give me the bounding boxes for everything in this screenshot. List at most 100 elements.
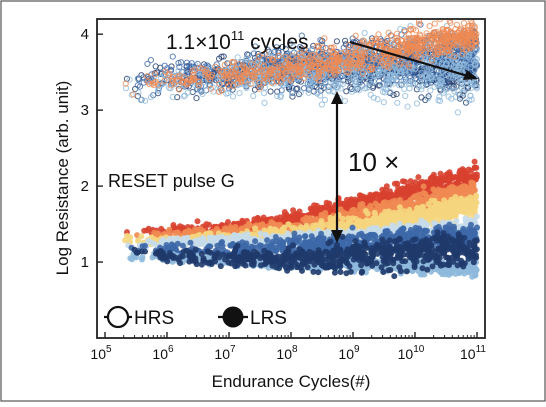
lrs-point (444, 170, 451, 177)
hrs-point (271, 48, 278, 56)
lrs-point (314, 206, 321, 213)
lrs-point (228, 226, 235, 233)
lrs-point (300, 216, 307, 223)
lrs-point (317, 221, 324, 228)
hrs-point (402, 74, 409, 81)
hrs-point (267, 88, 274, 95)
lrs-point (339, 215, 346, 222)
lrs-point (391, 180, 398, 187)
lrs-point (461, 183, 468, 190)
lrs-point (379, 212, 385, 219)
lrs-point (338, 200, 345, 207)
lrs-point (372, 217, 379, 224)
hrs-point (393, 91, 400, 98)
hrs-point (135, 89, 142, 96)
lrs-point (349, 215, 356, 222)
hrs-point (252, 43, 259, 50)
hrs-point (136, 83, 144, 90)
lrs-point (377, 203, 384, 210)
hrs-point (243, 56, 250, 64)
lrs-point (436, 201, 443, 208)
lrs-point (246, 222, 253, 228)
lrs-point (388, 214, 395, 221)
hrs-point (288, 89, 295, 96)
lrs-point (451, 185, 458, 192)
hrs-point (454, 109, 461, 116)
lrs-point (420, 189, 427, 196)
lrs-point (471, 164, 478, 171)
lrs-point (251, 216, 258, 223)
hrs-point (245, 51, 252, 59)
lrs-point (431, 214, 438, 221)
lrs-point (396, 190, 403, 197)
hrs-point (268, 50, 275, 57)
lrs-point (293, 211, 300, 218)
lrs-point (406, 206, 413, 213)
hrs-point (183, 59, 190, 66)
hrs-point (144, 60, 151, 68)
lrs-point (194, 218, 201, 225)
hrs-point (431, 20, 438, 27)
lrs-point (289, 224, 296, 231)
hrs-point (298, 32, 305, 39)
lrs-point (468, 183, 475, 190)
hrs-point (175, 59, 182, 67)
hrs-point (250, 92, 257, 100)
hrs-point (261, 99, 268, 107)
hrs-point (341, 97, 348, 104)
lrs-point (268, 219, 275, 225)
lrs-point (440, 175, 447, 182)
lrs-point (375, 193, 382, 200)
hrs-point (318, 48, 326, 55)
lrs-point (420, 183, 427, 190)
hrs-point (317, 37, 324, 44)
hrs-point (361, 29, 368, 37)
lrs-point (435, 189, 442, 196)
lrs-point (385, 192, 392, 199)
hrs-point (184, 89, 191, 96)
lrs-point (472, 203, 479, 210)
hrs-point (229, 86, 236, 93)
lrs-point (290, 216, 297, 223)
lrs-point (452, 194, 459, 200)
lrs-point (407, 201, 414, 208)
hrs-point (451, 87, 458, 95)
lrs-point (358, 212, 364, 219)
hrs-point (367, 91, 374, 98)
hrs-point (220, 53, 227, 60)
lrs-point (398, 212, 405, 219)
hrs-point (401, 85, 408, 93)
hrs-point (318, 101, 325, 108)
hrs-point (243, 84, 250, 92)
hrs-point (426, 23, 433, 30)
lrs-point (432, 209, 439, 215)
lrs-point (283, 211, 290, 218)
hrs-point (418, 94, 425, 101)
hrs-point (140, 74, 147, 81)
lrs-point (362, 208, 369, 214)
hrs-point (169, 53, 176, 60)
hrs-point (460, 20, 468, 27)
lrs-point (174, 229, 181, 236)
lrs-point (444, 187, 451, 194)
lrs-point (465, 166, 472, 173)
lrs-point (124, 232, 131, 239)
lrs-point (267, 226, 274, 233)
hrs-point (250, 50, 258, 57)
lrs-point (357, 192, 364, 199)
lrs-point (472, 173, 479, 180)
hrs-point (394, 99, 401, 106)
hrs-point (402, 92, 409, 100)
hrs-point (274, 92, 281, 100)
lrs-point (457, 167, 464, 174)
hrs-point (176, 63, 183, 71)
lrs-point (428, 197, 435, 204)
hrs-point (289, 93, 296, 100)
lrs-point (407, 178, 414, 185)
hrs-point (295, 91, 303, 98)
hrs-point (275, 49, 282, 56)
hrs-point (409, 80, 417, 88)
hrs-point (261, 90, 268, 97)
hrs-point (404, 103, 411, 110)
